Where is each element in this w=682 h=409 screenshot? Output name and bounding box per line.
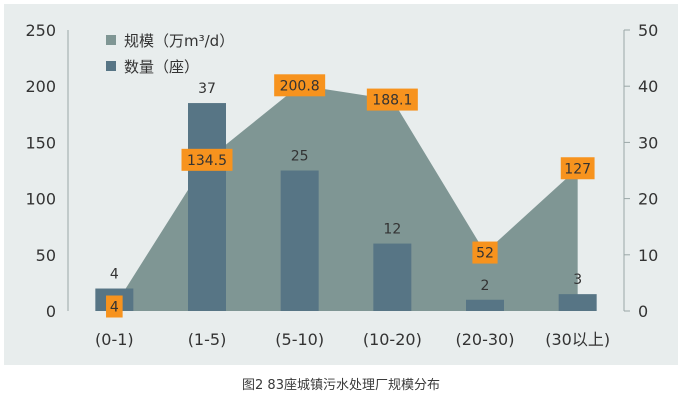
- x-tick-label-3: (5-10): [275, 330, 324, 349]
- right-tick-label: 30: [638, 133, 658, 152]
- x-tick-label-1: (0-1): [95, 330, 134, 349]
- left-tick-label: 200: [25, 77, 56, 96]
- left-tick-label: 150: [25, 133, 56, 152]
- area-label-box-1: [106, 295, 123, 318]
- bar-label-2: 37: [198, 81, 216, 97]
- left-tick-label: 100: [25, 190, 56, 209]
- bar-label-3: 25: [291, 149, 309, 165]
- area-label-2: 134.5: [187, 153, 227, 169]
- bar-4: [373, 243, 412, 311]
- area-label-5: 52: [476, 246, 494, 262]
- area-label-box-6: [560, 157, 595, 180]
- left-tick-label: 250: [25, 21, 56, 40]
- bar-label-6: 3: [573, 272, 582, 288]
- left-tick-label: 0: [46, 302, 56, 321]
- area-label-4: 188.1: [372, 93, 412, 109]
- area-label-box-5: [472, 241, 498, 264]
- legend-label-1: 规模（万m³/d）: [124, 32, 234, 50]
- area-label-3: 200.8: [280, 78, 320, 94]
- x-tick-label-6: (30以上): [545, 330, 610, 349]
- right-tick-label: 40: [638, 77, 658, 96]
- area-label-1: 4: [110, 300, 119, 316]
- chart-container: 4 37 25 12 2 3 4 134.5 200.8 188.1 52 127 0 50 100 150 2…: [4, 4, 678, 365]
- legend-label-2: 数量（座）: [124, 58, 199, 76]
- area-label-box-4: [366, 88, 418, 111]
- bar-label-5: 2: [481, 278, 490, 294]
- area-label-box-3: [274, 74, 326, 97]
- area-label-box-2: [181, 148, 233, 171]
- bar-label-4: 12: [383, 222, 401, 238]
- x-tick-label-5: (20-30): [456, 330, 515, 349]
- bar-6: [558, 294, 597, 311]
- legend-swatch-2: [106, 61, 116, 71]
- figure-caption: 图2 83座城镇污水处理厂规模分布: [242, 378, 440, 393]
- right-tick-label: 20: [638, 190, 658, 209]
- right-tick-label: 10: [638, 246, 658, 265]
- left-tick-label: 50: [36, 246, 56, 265]
- bar-2: [188, 103, 226, 311]
- right-tick-label: 0: [638, 302, 648, 321]
- area-series: [114, 85, 578, 311]
- x-tick-label-4: (10-20): [363, 330, 422, 349]
- right-tick-label: 50: [638, 21, 658, 40]
- area-label-6: 127: [564, 161, 591, 177]
- bar-3: [280, 170, 319, 311]
- bar-label-1: 4: [110, 267, 119, 283]
- legend-swatch-1: [106, 35, 116, 45]
- bar-5: [466, 299, 504, 311]
- x-tick-label-2: (1-5): [188, 330, 227, 349]
